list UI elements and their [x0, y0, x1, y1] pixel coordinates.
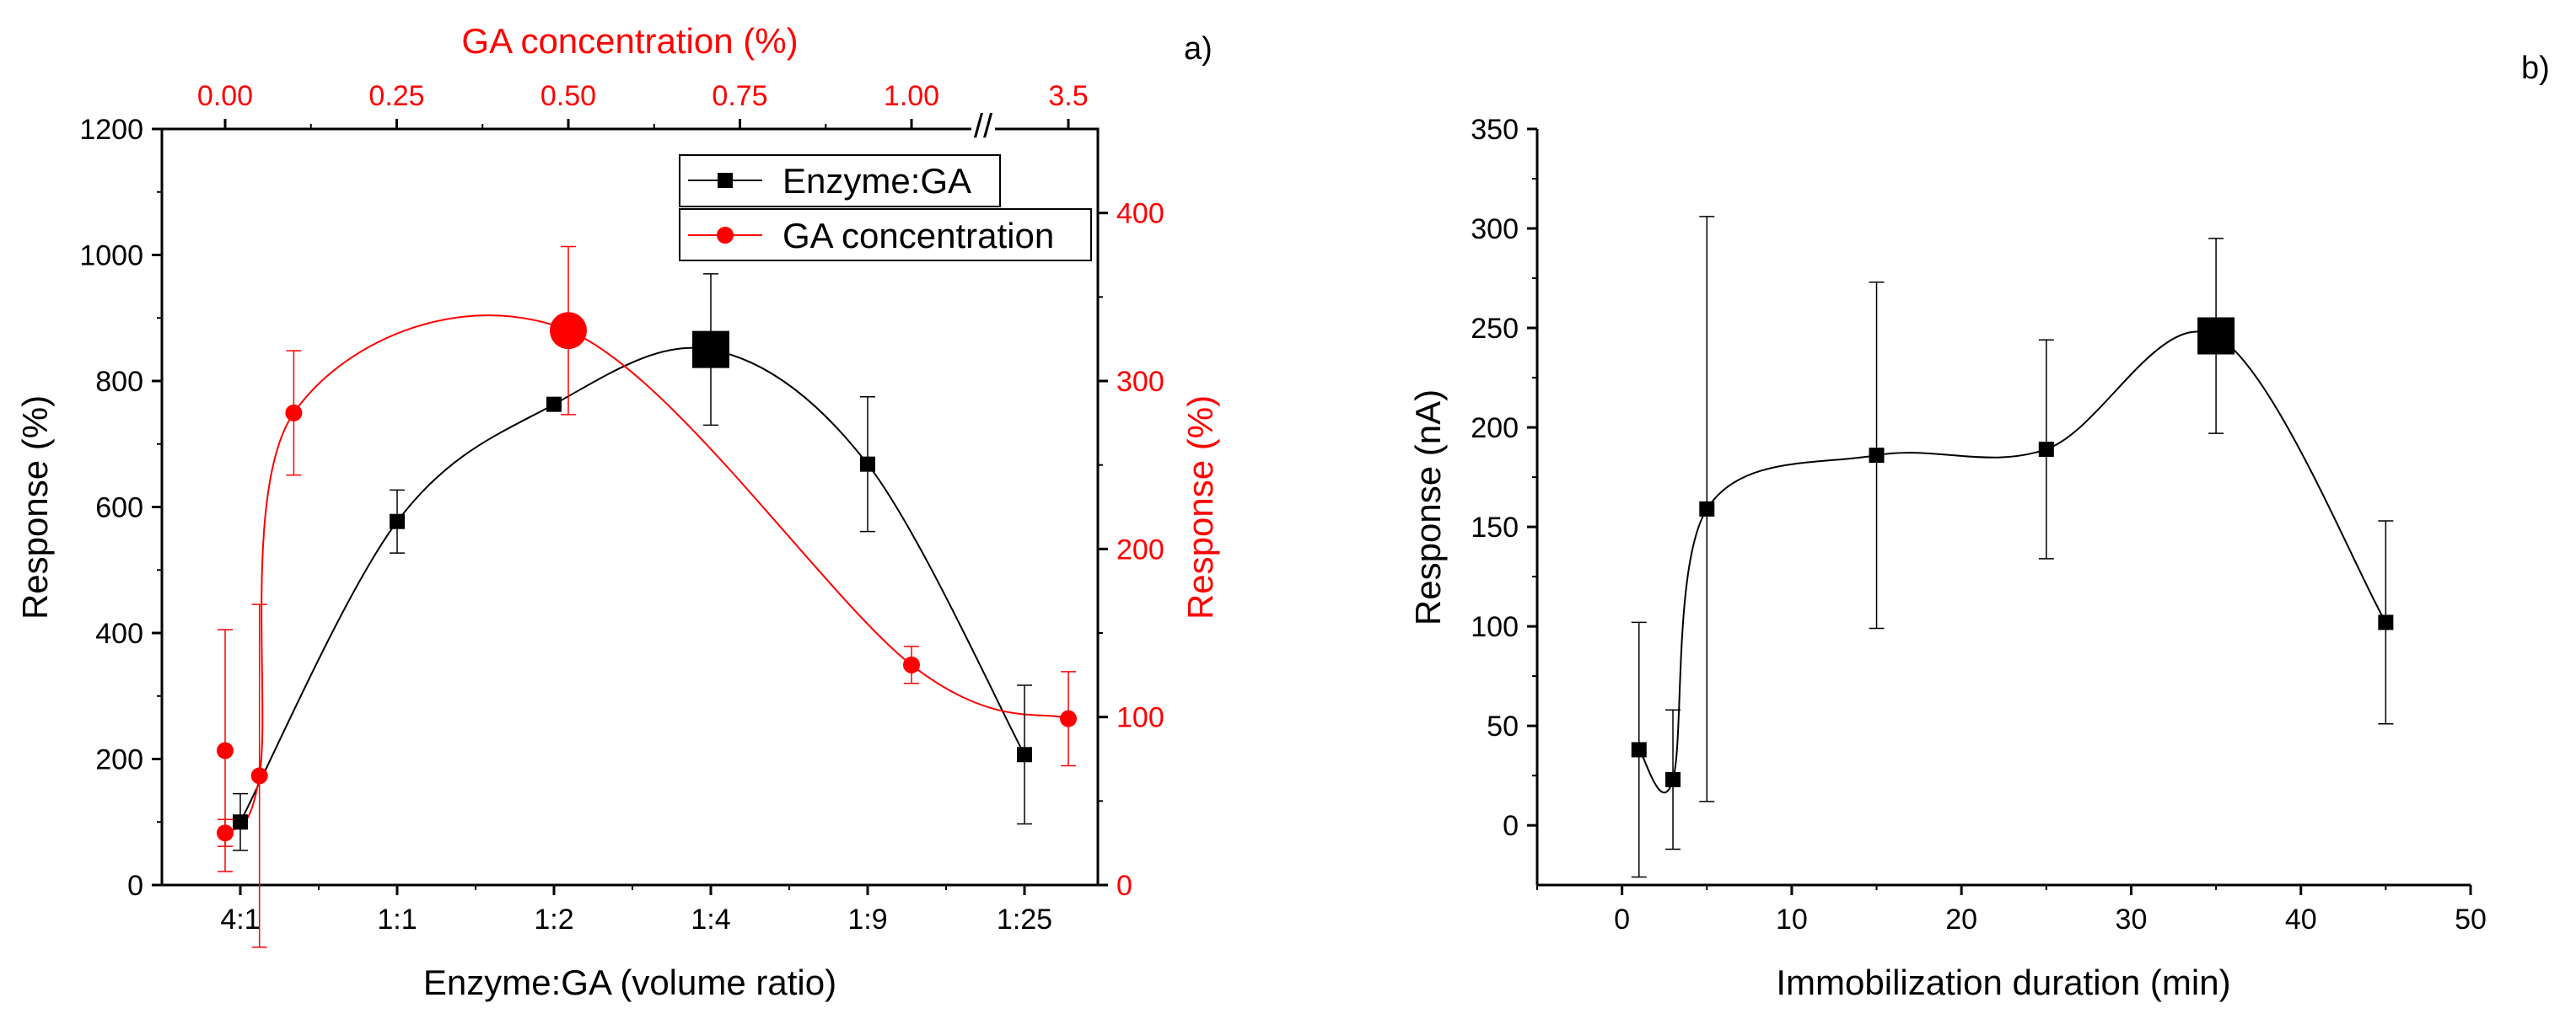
b-series-0-point-3	[1869, 448, 1885, 464]
legend-marker-square	[718, 173, 733, 188]
a-ytick-label-5: 1000	[79, 240, 143, 272]
a-series-1-point-5	[903, 656, 920, 673]
panel-b-errorbars	[1631, 216, 2394, 878]
panel-a-x2-axis-title: GA concentration (%)	[461, 21, 798, 61]
b-xtick-label-5: 50	[2455, 904, 2487, 936]
a-y2tick-label-3: 300	[1116, 366, 1164, 398]
b-ytick-label-4: 200	[1471, 412, 1519, 444]
b-xtick-label-3: 30	[2116, 904, 2148, 936]
b-ytick-label-3: 150	[1471, 512, 1519, 544]
b-series-0-point-4	[2038, 442, 2054, 458]
b-series-0-point-5	[2197, 317, 2235, 355]
a-series-0-line	[239, 346, 1025, 823]
panel-b: 0 50 100 150 200 250 300 350 0 10 20 30 40 50 Immobil…	[1408, 51, 2550, 1002]
a-ytick-label-3: 600	[95, 492, 143, 524]
a-xtick-label-0: 4:1	[220, 904, 260, 936]
a-series-0-point-1	[390, 513, 405, 529]
panel-a-x-axis-title: Enzyme:GA (volume ratio)	[423, 963, 836, 1002]
a-xtick-label-3: 1:4	[691, 904, 730, 936]
panel-a-ticks: 0 200 400 600 800 1000 1200 0 100 200 300 400 4:1 1:1…	[79, 80, 1164, 936]
a-x2tick-label-3: 0.75	[712, 80, 767, 112]
panel-a-y2-axis-title: Response (%)	[1180, 395, 1220, 620]
legend-marker-circle	[717, 227, 734, 244]
b-ytick-label-0: 0	[1503, 810, 1519, 842]
panel-a-label: a)	[1184, 31, 1213, 67]
a-ytick-label-0: 0	[127, 870, 143, 902]
a-ytick-label-4: 800	[95, 366, 143, 398]
a-xtick-label-4: 1:9	[847, 904, 887, 936]
b-ytick-label-5: 250	[1471, 313, 1519, 345]
b-series-0-point-1	[1665, 771, 1681, 787]
a-xtick-label-5: 1:25	[997, 904, 1052, 936]
panel-a-markers	[217, 312, 1077, 842]
a-series-1-point-3	[285, 404, 303, 421]
b-ytick-label-2: 100	[1471, 611, 1519, 643]
legend-label-enzyme-ga: Enzyme:GA	[782, 161, 971, 201]
b-series-0-line	[1638, 330, 2387, 794]
a-y2tick-label-2: 200	[1116, 534, 1164, 566]
panel-b-y-axis-title: Response (nA)	[1408, 389, 1448, 625]
b-xtick-label-4: 40	[2285, 904, 2317, 936]
a-series-0-point-3	[692, 330, 729, 368]
b-series-0-point-6	[2378, 614, 2394, 630]
a-series-0-point-4	[860, 456, 875, 472]
panel-a-errorbars	[218, 245, 1076, 948]
a-series-0-point-5	[1017, 747, 1032, 763]
panel-a-curves	[224, 314, 1069, 834]
b-ytick-label-7: 350	[1471, 114, 1519, 146]
panel-b-markers	[1631, 317, 2394, 787]
legend-label-ga-concentration: GA concentration	[782, 216, 1054, 255]
a-series-1-point-1	[217, 824, 234, 842]
panel-b-curves	[1638, 330, 2387, 794]
panel-a-x2-break: //	[974, 108, 993, 145]
b-xtick-label-1: 10	[1776, 904, 1808, 936]
a-x2tick-label-4: 1.00	[884, 80, 939, 112]
a-y2tick-label-1: 100	[1116, 702, 1164, 734]
a-series-0-point-2	[546, 396, 562, 412]
panel-a-x2-break-gap	[971, 123, 995, 135]
b-xtick-label-2: 20	[1945, 904, 1977, 936]
b-series-0-point-0	[1631, 742, 1647, 758]
panel-b-x-axis-title: Immobilization duration (min)	[1776, 963, 2230, 1002]
a-xtick-label-1: 1:1	[377, 904, 417, 936]
panel-b-label: b)	[2521, 51, 2550, 86]
a-series-1-point-6	[1060, 710, 1077, 727]
a-xtick-label-2: 1:2	[534, 904, 573, 936]
a-ytick-label-1: 200	[95, 744, 143, 776]
a-x2tick-label-1: 0.25	[368, 80, 424, 112]
a-x2tick-label-2: 0.50	[540, 80, 596, 112]
b-xtick-label-0: 0	[1614, 904, 1630, 936]
a-series-1-line	[224, 314, 1069, 834]
a-series-1-point-2	[250, 767, 268, 785]
panel-a: 0 200 400 600 800 1000 1200 0 100 200 300 400 4:1 1:1…	[15, 21, 1220, 1002]
a-x2tick-label-0: 0.00	[197, 80, 253, 112]
panel-a-y-axis-title: Response (%)	[15, 395, 55, 620]
b-ytick-label-6: 300	[1471, 213, 1519, 245]
a-ytick-label-6: 1200	[79, 114, 143, 146]
panel-a-legend: Enzyme:GA GA concentration	[679, 154, 1092, 261]
a-x2tick-label-5: 3.5	[1048, 80, 1088, 112]
a-series-1-point-0	[217, 742, 234, 759]
panel-b-ticks: 0 50 100 150 200 250 300 350 0 10 20 30 40 50	[1471, 114, 2487, 936]
a-ytick-label-2: 400	[95, 618, 143, 650]
a-series-0-point-0	[233, 814, 248, 830]
b-series-0-point-2	[1699, 501, 1715, 517]
a-y2tick-label-0: 0	[1116, 870, 1132, 902]
a-y2tick-label-4: 400	[1116, 198, 1164, 230]
a-series-1-point-4	[550, 312, 587, 350]
b-ytick-label-1: 50	[1487, 711, 1519, 743]
